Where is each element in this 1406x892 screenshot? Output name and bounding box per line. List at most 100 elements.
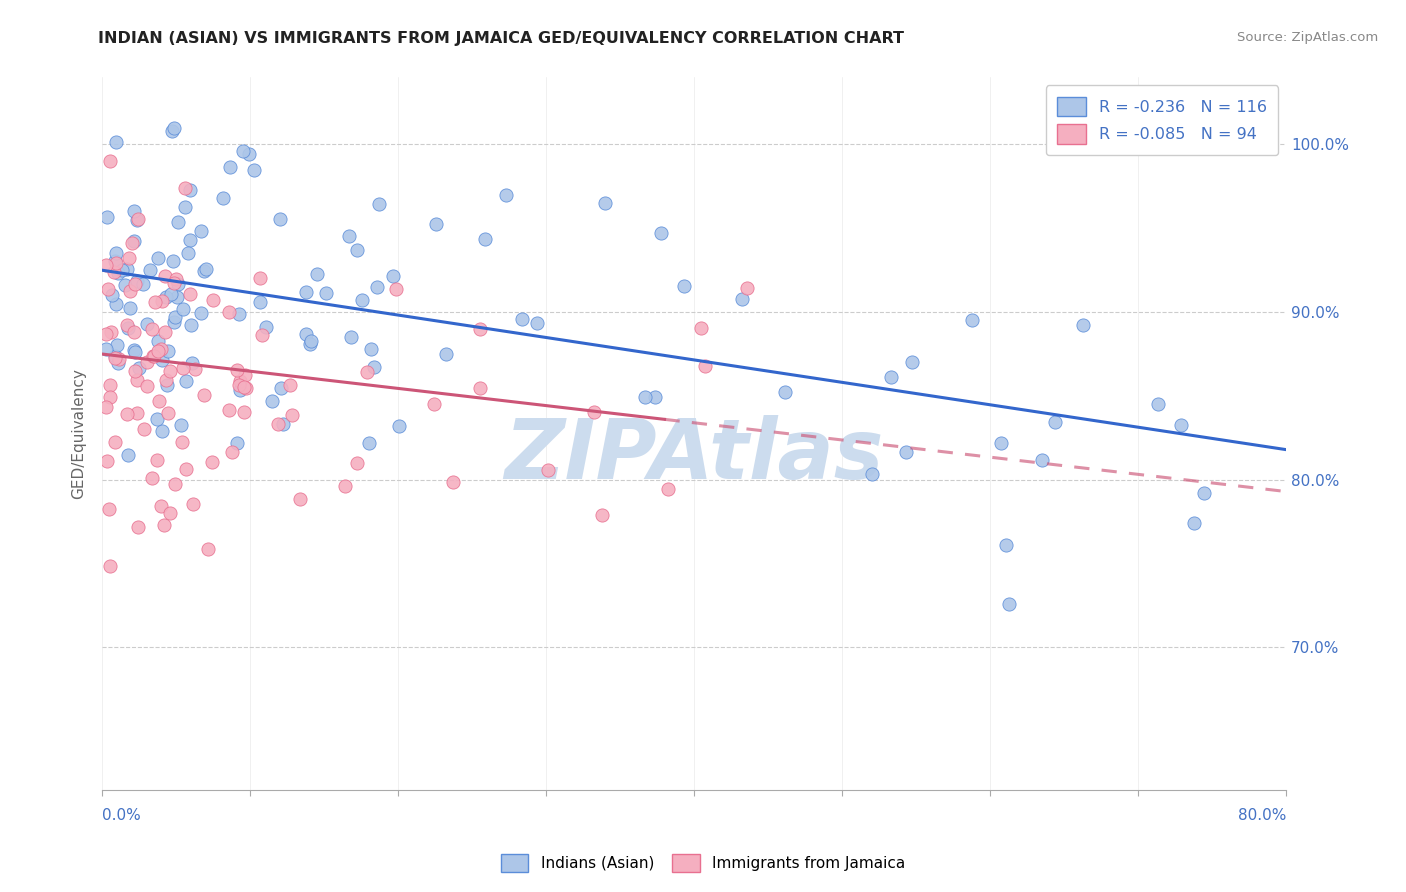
Point [117,262,139,277]
Point [233,405,256,419]
Text: ZIPAtlas: ZIPAtlas [505,415,884,496]
Point [128,361,150,376]
Point [357,435,380,450]
Point [162,276,184,290]
Point [179,286,201,301]
Point [150,499,173,513]
Point [96,454,118,468]
Point [177,246,200,260]
Point [181,356,204,370]
Point [193,388,215,402]
Point [155,373,177,387]
Point [474,232,496,246]
Point [901,355,924,369]
Point [368,197,391,211]
Point [124,363,146,377]
Point [173,200,195,214]
Point [105,338,128,352]
Point [238,147,260,161]
Point [146,343,169,358]
Point [360,343,382,357]
Point [166,215,188,229]
Point [135,355,157,369]
Point [307,267,329,281]
Point [179,233,201,247]
Point [124,345,146,359]
Point [103,253,125,268]
Point [174,374,197,388]
Point [860,467,883,482]
Point [346,457,368,471]
Point [219,161,242,175]
Point [101,288,124,302]
Point [136,318,159,332]
Point [270,381,292,395]
Point [249,270,271,285]
Point [356,365,378,379]
Point [299,337,322,351]
Point [226,436,249,450]
Point [108,351,131,366]
Point [107,356,129,370]
Point [166,277,188,292]
Point [155,290,177,304]
Point [145,412,167,426]
Point [122,234,145,248]
Point [385,282,408,296]
Point [153,268,176,283]
Point [180,318,202,333]
Point [156,344,179,359]
Point [118,301,141,315]
Point [1146,397,1168,411]
Point [266,417,288,432]
Point [280,378,302,392]
Point [170,417,193,432]
Point [127,520,149,534]
Point [143,295,166,310]
Point [254,320,277,334]
Point [363,360,385,375]
Point [132,422,155,436]
Y-axis label: GED/Equivalency: GED/Equivalency [72,368,86,500]
Point [232,380,254,394]
Point [121,235,143,250]
Point [233,368,256,382]
Point [243,162,266,177]
Point [132,277,155,292]
Point [111,263,134,277]
Point [894,445,917,459]
Point [388,419,411,434]
Point [124,277,146,292]
Point [634,390,657,404]
Point [201,455,224,469]
Point [160,287,183,301]
Point [104,434,127,449]
Text: 80.0%: 80.0% [1237,808,1286,823]
Point [107,266,129,280]
Point [340,329,363,343]
Point [138,263,160,277]
Point [184,362,207,376]
Point [422,397,444,411]
Point [235,381,257,395]
Point [288,492,311,507]
Point [127,211,149,226]
Point [115,407,138,421]
Point [225,362,247,376]
Point [146,334,169,348]
Point [162,254,184,268]
Point [689,321,711,335]
Point [190,224,212,238]
Point [249,295,271,310]
Point [280,408,302,422]
Point [94,326,117,341]
Point [650,226,672,240]
Point [262,394,284,409]
Point [1031,452,1053,467]
Point [150,343,173,357]
Point [122,343,145,357]
Point [228,377,250,392]
Point [294,285,316,300]
Point [315,286,337,301]
Point [97,282,120,296]
